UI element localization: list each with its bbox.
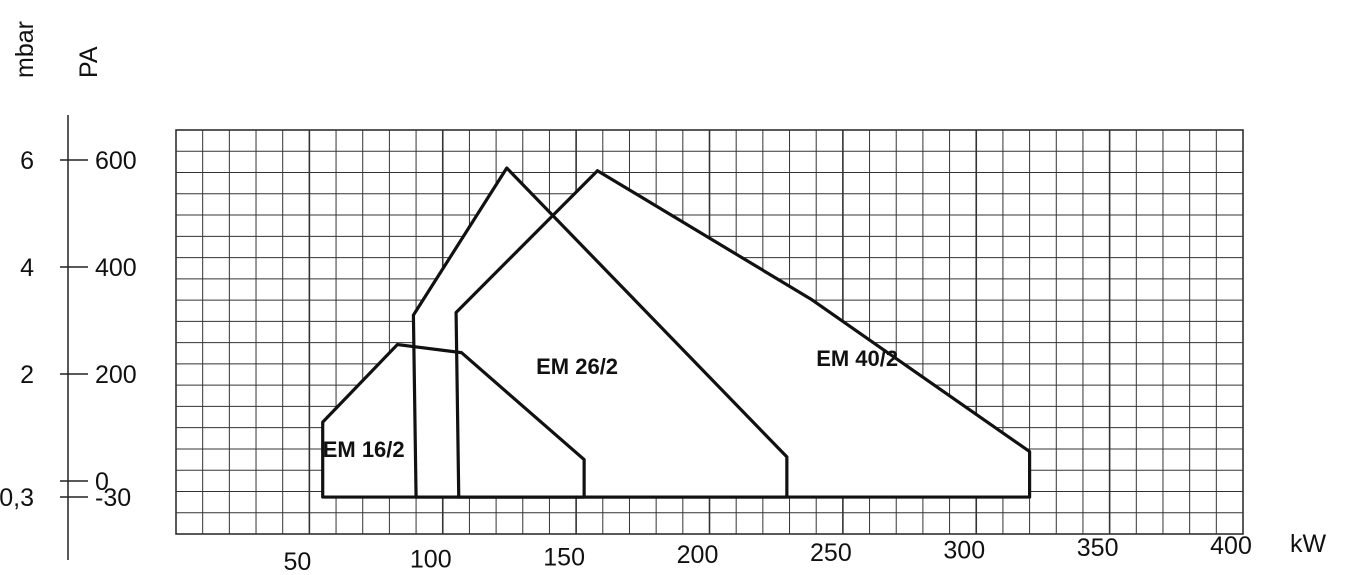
series-fill — [322, 168, 1030, 498]
mbar-tick-label: 6 — [20, 147, 34, 175]
series-area — [456, 170, 1030, 498]
pa-tick-label: 400 — [95, 254, 137, 282]
series-label: EM 26/2 — [536, 354, 618, 379]
mbar-tick-label: 4 — [20, 254, 34, 282]
mbar-tick-label: 2 — [20, 361, 34, 389]
pa-tick-label: -30 — [95, 484, 131, 512]
series-outline — [454, 169, 1032, 499]
pa-tick-label: 200 — [95, 361, 137, 389]
chart-axes: 6 4 2 -0,3 600 400 200 0-30 mbar PA 50 100 150 200 250… — [0, 21, 1327, 575]
chart-series — [321, 166, 1032, 499]
x-tick-label: 100 — [410, 546, 452, 574]
x-tick-label: 150 — [543, 543, 585, 571]
x-tick-label: 250 — [810, 539, 852, 567]
x-tick-label: 350 — [1077, 534, 1119, 562]
pa-tick-label: 0 — [95, 468, 109, 496]
pa-unit-label: PA — [75, 46, 103, 78]
x-axis-unit-label: kW — [1290, 530, 1327, 558]
chart-labels: EM 16/2 EM 26/2 EM 40/2 — [323, 346, 898, 462]
pa-tick-label: 600 — [95, 147, 137, 175]
series-label: EM 40/2 — [816, 346, 898, 371]
mbar-tick-label: -0,3 — [0, 484, 34, 512]
x-tick-label: 200 — [677, 541, 719, 569]
x-tick-label: 400 — [1210, 532, 1252, 560]
x-tick-label: 50 — [283, 548, 311, 575]
x-tick-label: 300 — [943, 537, 985, 565]
mbar-unit-label: mbar — [11, 21, 39, 78]
series-label: EM 16/2 — [323, 437, 405, 462]
